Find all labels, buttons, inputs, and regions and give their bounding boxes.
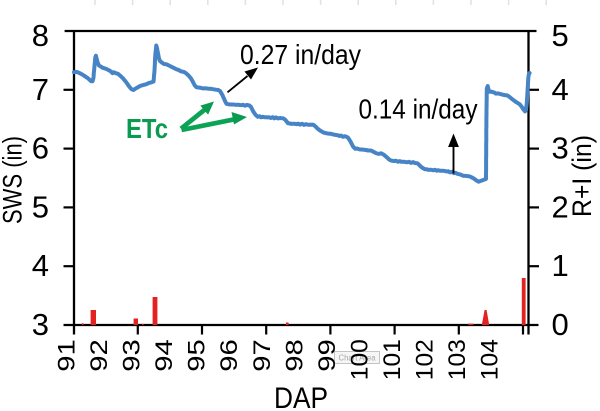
svg-text:0.27 in/day: 0.27 in/day [240, 39, 361, 70]
svg-text:SWS (in): SWS (in) [0, 136, 28, 224]
svg-text:93: 93 [119, 339, 146, 372]
svg-text:DAP: DAP [274, 382, 328, 411]
svg-text:102: 102 [412, 339, 439, 380]
svg-text:2: 2 [552, 189, 569, 224]
svg-text:5: 5 [552, 18, 569, 53]
svg-text:94: 94 [151, 339, 178, 372]
svg-text:3: 3 [32, 307, 49, 342]
svg-text:7: 7 [32, 72, 49, 107]
svg-text:95: 95 [184, 339, 211, 372]
svg-text:99: 99 [314, 339, 341, 372]
svg-text:103: 103 [444, 339, 471, 380]
svg-text:104: 104 [477, 339, 504, 380]
svg-text:91: 91 [54, 339, 81, 372]
svg-text:101: 101 [379, 339, 406, 380]
svg-text:0: 0 [552, 307, 569, 342]
svg-text:6: 6 [32, 131, 49, 166]
svg-text:96: 96 [216, 339, 243, 372]
svg-text:R+I (in): R+I (in) [567, 135, 597, 217]
svg-text:97: 97 [249, 339, 276, 372]
svg-text:8: 8 [32, 18, 49, 53]
svg-text:92: 92 [86, 339, 113, 372]
svg-text:1: 1 [552, 248, 569, 283]
svg-text:4: 4 [552, 72, 569, 107]
svg-text:5: 5 [32, 189, 49, 224]
svg-text:3: 3 [552, 131, 569, 166]
svg-text:4: 4 [32, 248, 49, 283]
svg-text:100: 100 [346, 339, 373, 380]
svg-text:0.14 in/day: 0.14 in/day [359, 94, 478, 125]
svg-text:ETc: ETc [126, 113, 168, 144]
svg-text:98: 98 [281, 339, 308, 372]
svg-text:Chart Area: Chart Area [339, 352, 376, 362]
